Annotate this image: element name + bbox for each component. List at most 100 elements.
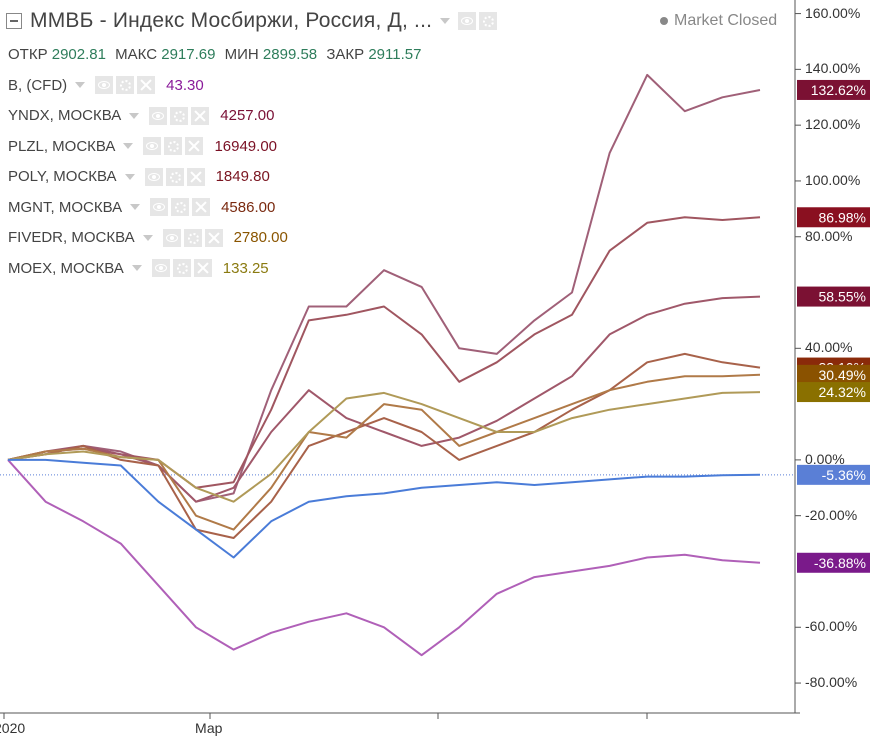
legend-row: MOEX, МОСКВА 133.25 — [8, 257, 269, 279]
eye-icon[interactable] — [95, 76, 114, 94]
eye-icon[interactable] — [149, 106, 168, 125]
close-icon[interactable] — [137, 76, 156, 94]
last-value-badge: 58.55% — [797, 286, 870, 307]
gear-icon[interactable] — [183, 228, 202, 247]
y-tick-label: 100.00% — [805, 171, 861, 188]
close-icon[interactable] — [185, 137, 204, 155]
svg-text:58.55%: 58.55% — [819, 289, 866, 305]
eye-icon[interactable] — [458, 12, 477, 30]
close-icon[interactable] — [193, 259, 212, 277]
ohlc-high-label: МАКС — [115, 46, 158, 63]
last-value-badge: -5.36% — [797, 464, 870, 485]
legend-symbol[interactable]: B, (CFD) — [8, 76, 68, 94]
gear-icon[interactable] — [164, 137, 183, 155]
series-line[interactable] — [8, 458, 761, 559]
y-tick-label: 120.00% — [805, 116, 861, 133]
close-icon[interactable] — [204, 228, 223, 247]
legend-value: 1849.80 — [215, 168, 270, 185]
ohlc-row: ОТКР 2902.81 МАКС 2917.69 МИН 2899.58 ЗА… — [8, 46, 426, 63]
ohlc-low-label: МИН — [224, 46, 259, 63]
legend-symbol[interactable]: MOEX, МОСКВА — [8, 259, 124, 277]
last-value-badge: 86.98% — [797, 207, 870, 228]
ohlc-open-value: 2902.81 — [51, 46, 106, 63]
series-line[interactable] — [7, 295, 761, 503]
last-value-badge: 30.49% — [797, 364, 870, 385]
last-value-badge: 24.32% — [797, 382, 870, 403]
gear-icon[interactable] — [171, 198, 190, 216]
title-row: ММВБ - Индекс Мосбиржи, Россия, Д, ... — [6, 8, 500, 34]
eye-icon[interactable] — [150, 198, 169, 216]
eye-icon[interactable] — [144, 167, 163, 186]
collapse-icon[interactable] — [6, 13, 22, 29]
close-icon[interactable] — [191, 106, 210, 125]
legend-row: POLY, МОСКВА 1849.80 — [8, 166, 270, 188]
x-tick-label: 2020 — [0, 720, 25, 736]
series-line[interactable] — [7, 391, 761, 503]
legend-value: 2780.00 — [233, 229, 288, 246]
legend-symbol[interactable]: PLZL, МОСКВА — [8, 137, 116, 155]
last-value-badge: -36.88% — [797, 552, 870, 573]
gear-icon[interactable] — [479, 12, 498, 30]
series-line[interactable] — [7, 352, 761, 539]
y-tick-label: 40.00% — [805, 339, 853, 356]
legend-value: 16949.00 — [214, 137, 278, 155]
chevron-down-icon[interactable] — [440, 18, 451, 24]
legend-value: 133.25 — [222, 259, 269, 277]
chevron-down-icon[interactable] — [75, 82, 86, 88]
y-tick-label: -60.00% — [805, 618, 858, 635]
chevron-down-icon[interactable] — [124, 173, 135, 180]
legend-value: 4257.00 — [220, 107, 275, 124]
gear-icon[interactable] — [165, 167, 184, 186]
last-value-badge: 132.62% — [797, 79, 870, 100]
y-tick-label: -80.00% — [805, 674, 858, 691]
legend-symbol[interactable]: FIVEDR, МОСКВА — [8, 229, 135, 246]
y-tick-label: 160.00% — [805, 4, 861, 21]
svg-text:24.32%: 24.32% — [819, 384, 866, 400]
legend-value: 4586.00 — [221, 198, 276, 216]
x-tick-label: Мар — [195, 720, 223, 736]
chart-legend: ММВБ - Индекс Мосбиржи, Россия, Д, ... M… — [0, 0, 800, 290]
y-tick-label: -20.00% — [805, 506, 858, 523]
gear-icon[interactable] — [116, 76, 135, 94]
close-icon[interactable] — [192, 198, 211, 216]
close-icon[interactable] — [186, 167, 205, 186]
ohlc-high-value: 2917.69 — [161, 46, 216, 63]
svg-text:86.98%: 86.98% — [819, 209, 866, 225]
legend-row: MGNT, МОСКВА 4586.00 — [8, 196, 275, 218]
legend-value: 43.30 — [166, 76, 204, 94]
legend-symbol[interactable]: MGNT, МОСКВА — [8, 198, 123, 216]
legend-row: B, (CFD) 43.30 — [8, 74, 204, 96]
y-tick-label: 80.00% — [805, 227, 853, 244]
legend-row: FIVEDR, МОСКВА 2780.00 — [8, 227, 288, 249]
svg-text:30.49%: 30.49% — [819, 367, 866, 383]
eye-icon[interactable] — [151, 259, 170, 277]
ohlc-low-value: 2899.58 — [262, 46, 318, 63]
chevron-down-icon[interactable] — [142, 234, 153, 241]
gear-icon[interactable] — [172, 259, 191, 277]
chevron-down-icon[interactable] — [131, 265, 142, 271]
main-title: ММВБ - Индекс Мосбиржи, Россия, Д, ... — [30, 9, 433, 32]
svg-text:132.62%: 132.62% — [811, 82, 866, 98]
eye-icon[interactable] — [162, 228, 181, 247]
chevron-down-icon[interactable] — [130, 204, 141, 210]
market-status: Market Closed — [660, 12, 777, 30]
ohlc-open-label: ОТКР — [8, 46, 48, 63]
legend-row: YNDX, МОСКВА 4257.00 — [8, 105, 275, 127]
y-tick-label: 0.00% — [805, 450, 845, 467]
legend-symbol[interactable]: YNDX, МОСКВА — [8, 107, 122, 124]
chevron-down-icon[interactable] — [123, 143, 134, 149]
legend-row: PLZL, МОСКВА 16949.00 — [8, 135, 277, 157]
ohlc-close-label: ЗАКР — [326, 46, 365, 63]
y-tick-label: 140.00% — [805, 60, 861, 77]
status-dot-icon — [660, 17, 668, 25]
ohlc-close-value: 2911.57 — [368, 46, 422, 63]
chevron-down-icon[interactable] — [129, 112, 140, 119]
series-line[interactable] — [7, 216, 761, 489]
svg-text:-5.36%: -5.36% — [822, 467, 866, 483]
series-line[interactable] — [7, 459, 761, 657]
market-status-label: Market Closed — [674, 12, 778, 29]
gear-icon[interactable] — [170, 106, 189, 125]
legend-symbol[interactable]: POLY, МОСКВА — [8, 168, 117, 185]
eye-icon[interactable] — [143, 137, 162, 155]
